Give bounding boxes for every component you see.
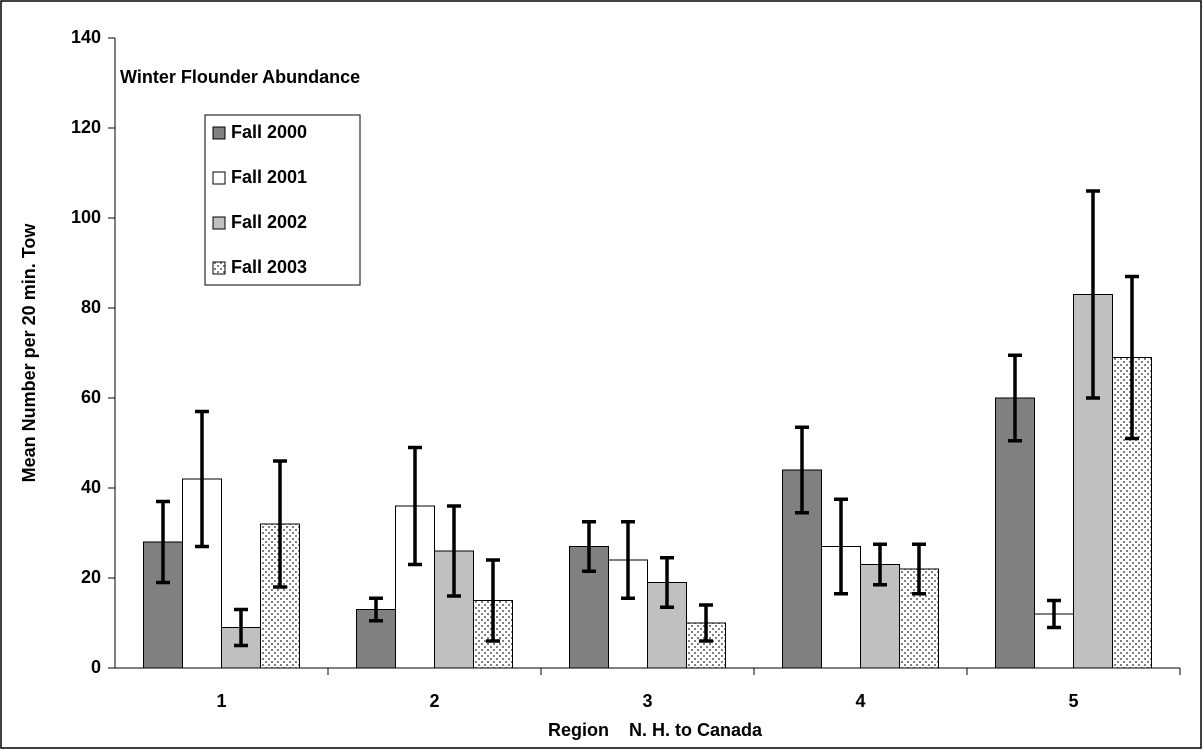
chart-title: Winter Flounder Abundance	[120, 67, 360, 87]
error-bar	[1047, 598, 1061, 630]
error-bar	[834, 497, 848, 596]
y-tick-label: 20	[81, 567, 101, 587]
error-bar	[447, 504, 461, 598]
error-bar	[1086, 189, 1100, 400]
x-tick-label: 2	[429, 691, 439, 711]
legend-swatch	[212, 126, 226, 140]
error-bar	[1125, 274, 1139, 441]
error-bar	[156, 499, 170, 585]
error-bar	[195, 409, 209, 549]
legend-label: Fall 2002	[231, 212, 307, 232]
x-axis-label: Region N. H. to Canada	[548, 720, 763, 740]
legend-label: Fall 2001	[231, 167, 307, 187]
legend-swatch	[212, 171, 226, 185]
error-bar	[582, 520, 596, 573]
y-axis-label: Mean Number per 20 min. Tow	[19, 223, 39, 483]
error-bar	[234, 607, 248, 648]
y-tick-label: 100	[71, 207, 101, 227]
legend-box	[204, 114, 361, 286]
error-bar	[369, 596, 383, 623]
y-tick-label: 140	[71, 27, 101, 47]
error-bar	[1008, 353, 1022, 443]
error-bar	[699, 603, 713, 643]
x-tick-label: 5	[1068, 691, 1078, 711]
y-tick-label: 60	[81, 387, 101, 407]
x-tick-label: 1	[216, 691, 226, 711]
error-bar	[273, 459, 287, 589]
error-bar	[408, 445, 422, 567]
legend-label: Fall 2000	[231, 122, 307, 142]
error-bar	[660, 556, 674, 609]
legend-swatch	[212, 261, 226, 275]
error-bar	[486, 558, 500, 643]
error-bar	[912, 542, 926, 596]
y-tick-label: 80	[81, 297, 101, 317]
legend-label: Fall 2003	[231, 257, 307, 277]
y-tick-label: 40	[81, 477, 101, 497]
y-tick-label: 120	[71, 117, 101, 137]
y-tick-label: 0	[91, 657, 101, 677]
error-bar	[873, 542, 887, 587]
error-bar	[621, 520, 635, 600]
error-bar	[795, 425, 809, 515]
x-tick-label: 4	[855, 691, 865, 711]
legend-swatch	[212, 216, 226, 230]
x-tick-label: 3	[642, 691, 652, 711]
